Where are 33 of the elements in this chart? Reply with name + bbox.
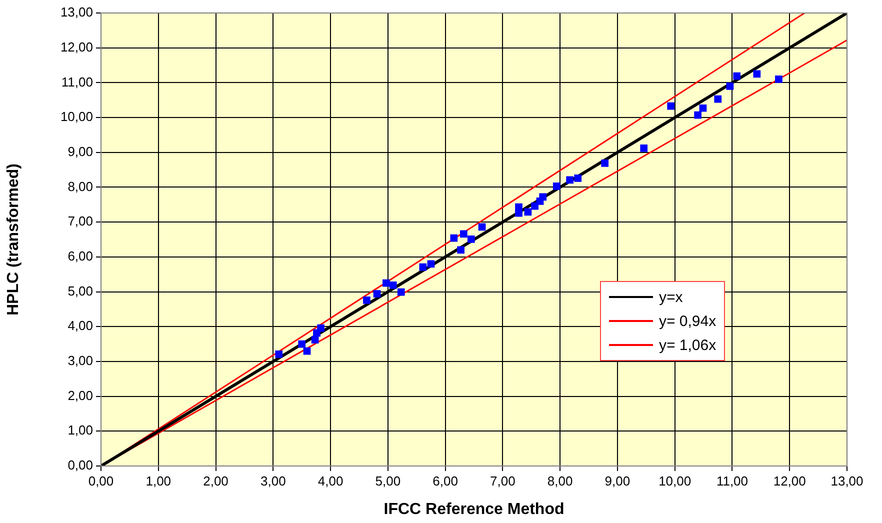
- x-tick-label: 0,00: [88, 473, 114, 488]
- y-tick-label: 11,00: [61, 74, 93, 90]
- x-tick-label: 7,00: [490, 473, 516, 488]
- x-tick-label: 13,00: [830, 473, 864, 488]
- x-tick-label: 9,00: [604, 473, 630, 488]
- x-tick-label: 5,00: [375, 473, 401, 488]
- y-tick-label: 9,00: [68, 144, 93, 159]
- legend-label: y= 0,94x: [659, 312, 716, 330]
- x-tick-label: 2,00: [203, 473, 228, 488]
- y-tick-label: 3,00: [68, 353, 93, 368]
- y-tick-label: 7,00: [68, 214, 93, 229]
- y-tick-label: 4,00: [68, 318, 93, 334]
- y-tick-label: 6,00: [68, 248, 93, 264]
- y-tick-label: 2,00: [68, 388, 93, 403]
- y-tick-label: 12,00: [60, 39, 93, 54]
- legend-label: y=x: [659, 288, 683, 306]
- x-tick-label: 6,00: [432, 473, 458, 488]
- y-axis-title: HPLC (transformed): [5, 163, 22, 316]
- x-tick-label: 10,00: [658, 473, 692, 488]
- y-tick-label: 5,00: [68, 283, 93, 298]
- x-tick-label: 4,00: [318, 473, 344, 488]
- y-tick-label: 13,00: [60, 4, 93, 20]
- y-tick-label: 1,00: [68, 422, 93, 438]
- x-axis-title: IFCC Reference Method: [384, 500, 564, 518]
- x-tick-label: 11,00: [716, 473, 748, 488]
- y-tick-label: 10,00: [60, 109, 93, 124]
- x-tick-label: 3,00: [260, 473, 286, 488]
- y-tick-label: 8,00: [68, 178, 93, 194]
- x-tick-label: 8,00: [547, 473, 573, 488]
- x-tick-label: 1,00: [146, 473, 172, 488]
- legend-label: y= 1,06x: [659, 336, 716, 354]
- x-tick-label: 12,00: [773, 473, 806, 488]
- y-tick-label: 0,00: [68, 458, 93, 473]
